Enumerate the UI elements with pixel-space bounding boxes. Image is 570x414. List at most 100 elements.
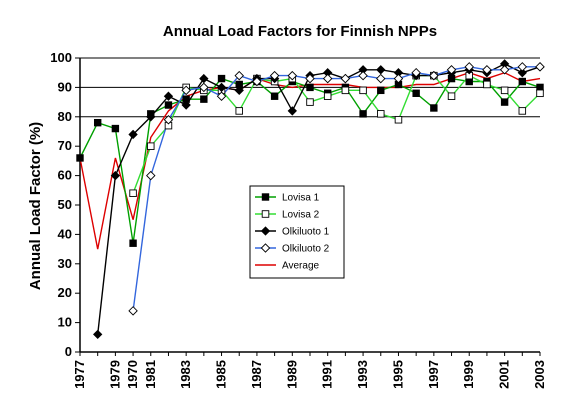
y-tick-label: 80 [58,109,72,124]
legend-label-lovisa-1: Lovisa 1 [282,193,320,204]
data-point-olkiluoto-1 [163,91,174,101]
data-point-olkiluoto-1 [376,65,386,75]
y-tick-label: 60 [58,168,72,183]
y-tick-label: 100 [50,50,72,65]
data-point-lovisa-1 [111,124,120,133]
data-point-olkiluoto-2 [234,70,244,81]
data-point-olkiluoto-2 [216,91,227,101]
data-point-olkiluoto-2 [128,306,138,316]
data-point-olkiluoto-1 [287,106,297,116]
data-point-lovisa-2 [359,86,367,95]
legend: Lovisa 1 Lovisa 2 Olkiluoto 1 Olkiluoto 2 Av… [249,185,345,279]
y-tick-label: 30 [58,256,72,271]
data-point-lovisa-2 [518,107,527,115]
x-tick-label: 1987 [249,360,264,389]
legend-marker-lovisa-2 [261,210,270,218]
legend-label-lovisa-2: Lovisa 2 [282,210,320,221]
x-tick-label: 1985 [214,360,229,389]
legend-marker-olkiluoto-2 [260,243,271,253]
data-point-olkiluoto-1 [234,85,244,96]
data-point-lovisa-1 [412,89,420,97]
x-tick-label: 1991 [320,360,335,389]
data-point-olkiluoto-2 [482,65,492,75]
data-point-olkiluoto-2 [269,70,280,81]
y-tick-label: 40 [58,226,72,241]
data-point-lovisa-2 [483,80,491,89]
legend-marker-lovisa-1 [261,193,270,201]
data-point-olkiluoto-1 [128,129,138,140]
data-point-lovisa-1 [430,104,438,112]
data-point-lovisa-1 [164,101,173,109]
data-point-lovisa-2 [147,142,155,150]
x-tick-label: 1977 [72,360,87,389]
data-point-olkiluoto-2 [287,70,298,81]
data-point-lovisa-1 [217,74,226,83]
x-tick-label: 2003 [532,360,547,389]
data-point-olkiluoto-2 [376,73,386,84]
data-point-lovisa-1 [500,98,509,106]
data-point-olkiluoto-1 [110,170,121,181]
y-tick-label: 50 [58,197,72,212]
data-point-olkiluoto-2 [393,73,404,84]
x-tick-label: 1970 [125,360,140,389]
data-point-olkiluoto-2 [499,65,510,75]
data-point-olkiluoto-2 [340,73,351,84]
tick-labels: 0 10 20 30 40 50 60 70 80 90 100 1977 1979 1970 1981 19… [50,50,547,389]
data-point-olkiluoto-2 [535,62,545,72]
data-point-lovisa-2 [341,86,350,95]
data-point-olkiluoto-2 [464,62,474,72]
legend-label-average: Average [282,261,320,272]
data-point-lovisa-2 [235,107,243,115]
data-point-lovisa-2 [306,98,314,106]
data-point-olkiluoto-2 [446,65,457,75]
data-point-olkiluoto-2 [429,70,439,81]
data-point-lovisa-2 [536,89,544,98]
data-point-olkiluoto-2 [146,170,156,181]
data-point-olkiluoto-2 [322,73,333,84]
y-tick-label: 90 [58,79,72,94]
series-markers [76,59,545,340]
y-tick-label: 10 [58,315,72,330]
data-point-lovisa-1 [518,77,527,86]
x-tick-label: 1979 [107,360,122,389]
data-point-olkiluoto-2 [199,82,209,93]
legend-marker-olkiluoto-1 [260,226,271,236]
data-point-olkiluoto-1 [199,73,209,84]
data-point-olkiluoto-2 [411,67,421,78]
y-axis-label: Annual Load Factor (%) [27,122,44,290]
data-point-lovisa-1 [359,110,367,118]
x-tick-label: 1989 [284,360,299,389]
data-point-lovisa-1 [377,86,385,95]
x-tick-label: 1983 [178,360,193,389]
data-point-lovisa-2 [323,92,332,100]
x-tick-label: 1995 [390,360,405,389]
chart-title: Annual Load Factors for Finnish NPPs [163,23,437,40]
y-tick-label: 70 [58,138,72,153]
axes [75,57,541,356]
data-point-lovisa-1 [270,92,279,100]
data-point-lovisa-2 [447,92,456,100]
y-tick-label: 20 [58,285,72,300]
x-tick-label: 1981 [143,360,158,389]
y-tick-label: 0 [65,344,72,359]
x-tick-label: 1999 [461,360,476,389]
data-point-olkiluoto-1 [93,329,103,340]
data-point-lovisa-1 [200,95,208,103]
data-point-lovisa-1 [76,154,84,162]
x-tick-label: 2001 [497,360,512,389]
data-point-olkiluoto-2 [181,85,191,96]
data-point-lovisa-1 [129,239,137,247]
legend-label-olkiluoto-2: Olkiluoto 2 [282,244,330,255]
data-point-lovisa-2 [500,86,509,95]
data-point-olkiluoto-1 [517,68,527,78]
data-point-lovisa-1 [306,83,314,92]
data-point-olkiluoto-2 [305,73,315,84]
data-point-olkiluoto-2 [252,76,262,87]
data-point-lovisa-2 [394,115,403,124]
x-tick-label: 1993 [355,360,370,389]
data-point-lovisa-2 [377,110,385,118]
data-point-olkiluoto-2 [163,115,174,125]
data-point-lovisa-1 [93,118,102,127]
legend-label-olkiluoto-1: Olkiluoto 1 [282,227,330,238]
